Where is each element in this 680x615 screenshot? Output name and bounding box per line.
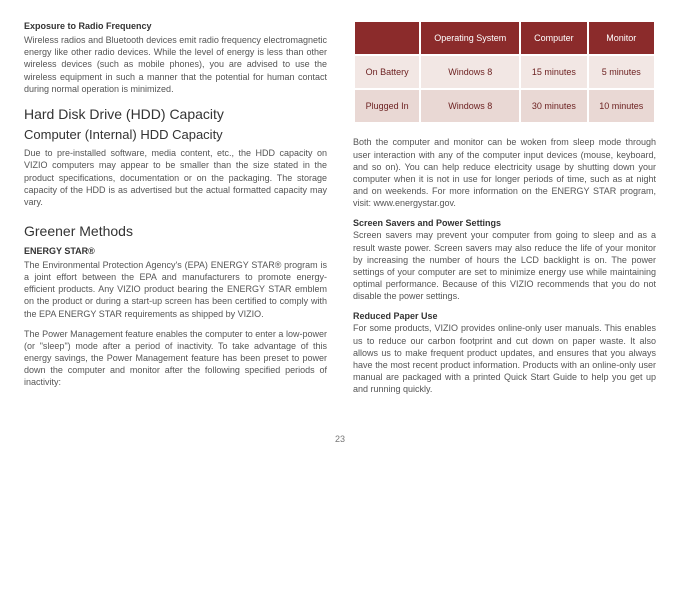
table-header <box>354 21 420 55</box>
power-table: Operating SystemComputerMonitor On Batte… <box>353 20 656 124</box>
table-cell: 10 minutes <box>588 89 655 123</box>
table-row: On BatteryWindows 815 minutes5 minutes <box>354 55 655 89</box>
table-cell: On Battery <box>354 55 420 89</box>
hdd-body: Due to pre-installed software, media con… <box>24 147 327 208</box>
table-cell: Windows 8 <box>420 55 520 89</box>
screensaver-heading: Screen Savers and Power Settings <box>353 217 656 229</box>
energy-star-p2: The Power Management feature enables the… <box>24 328 327 389</box>
rf-heading: Exposure to Radio Frequency <box>24 20 327 32</box>
table-cell: 15 minutes <box>520 55 587 89</box>
table-header: Computer <box>520 21 587 55</box>
energy-star-heading: ENERGY STAR® <box>24 245 327 257</box>
reduced-paper-body: For some products, VIZIO provides online… <box>353 322 656 395</box>
energy-star-p1: The Environmental Protection Agency's (E… <box>24 259 327 320</box>
reduced-paper-heading: Reduced Paper Use <box>353 310 656 322</box>
table-cell: 30 minutes <box>520 89 587 123</box>
screensaver-body: Screen savers may prevent your computer … <box>353 229 656 302</box>
rf-body: Wireless radios and Bluetooth devices em… <box>24 34 327 95</box>
right-p1: Both the computer and monitor can be wok… <box>353 136 656 209</box>
table-header: Monitor <box>588 21 655 55</box>
page-number: 23 <box>24 433 656 445</box>
greener-heading: Greener Methods <box>24 222 327 241</box>
table-cell: 5 minutes <box>588 55 655 89</box>
table-row: Plugged InWindows 830 minutes10 minutes <box>354 89 655 123</box>
table-cell: Plugged In <box>354 89 420 123</box>
table-cell: Windows 8 <box>420 89 520 123</box>
hdd-heading-1: Hard Disk Drive (HDD) Capacity <box>24 105 327 124</box>
table-header: Operating System <box>420 21 520 55</box>
hdd-heading-2: Computer (Internal) HDD Capacity <box>24 126 327 144</box>
